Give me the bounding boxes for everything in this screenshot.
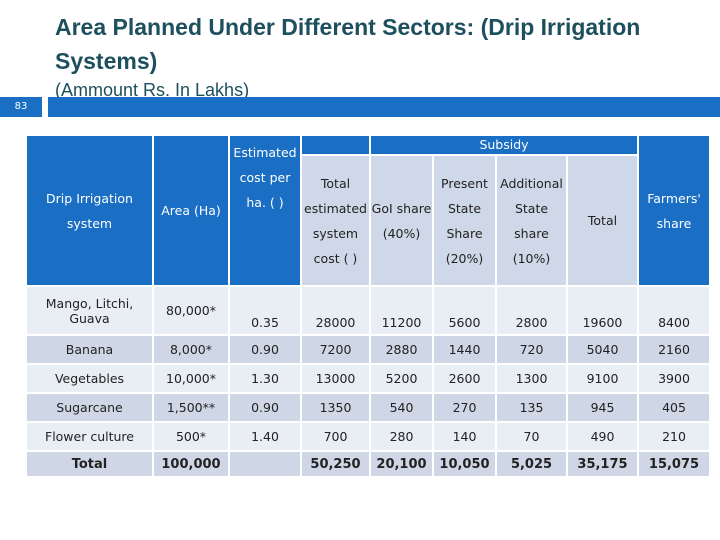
cell-goi-share: 5200 bbox=[369, 363, 434, 394]
cell-additional-state: 1300 bbox=[495, 363, 568, 394]
cell-system: Mango, Litchi, Guava bbox=[25, 285, 154, 336]
cell-present-state: 140 bbox=[432, 421, 497, 452]
cell-total: 19600 bbox=[566, 285, 639, 336]
cell-goi-share: 11200 bbox=[369, 285, 434, 336]
drip-irrigation-table: Drip Irrigation system Area (Ha) Estimat… bbox=[25, 134, 711, 478]
header-additional-state: Additional State share (10%) bbox=[495, 154, 568, 287]
header-present-state: Present State Share (20%) bbox=[432, 154, 497, 287]
cell-additional-state: 70 bbox=[495, 421, 568, 452]
cell-estimated-cost: 0.90 bbox=[228, 334, 302, 365]
total-system: Total bbox=[25, 450, 154, 478]
header-total: Total bbox=[566, 154, 639, 287]
cell-farmers-share: 3900 bbox=[637, 363, 711, 394]
cell-total: 9100 bbox=[566, 363, 639, 394]
cell-estimated-cost: 1.30 bbox=[228, 363, 302, 394]
header-subsidy: Subsidy bbox=[369, 134, 639, 156]
cell-area: 1,500** bbox=[152, 392, 230, 423]
cell-goi-share: 540 bbox=[369, 392, 434, 423]
cell-farmers-share: 210 bbox=[637, 421, 711, 452]
cell-area: 80,000* bbox=[152, 285, 230, 336]
cell-total: 945 bbox=[566, 392, 639, 423]
cell-estimated-cost: 0.90 bbox=[228, 392, 302, 423]
table-row: Banana 8,000* 0.90 7200 2880 1440 720 5040 2160 bbox=[25, 334, 711, 365]
header-system: Drip Irrigation system bbox=[25, 134, 154, 287]
total-present-state: 10,050 bbox=[432, 450, 497, 478]
cell-total: 5040 bbox=[566, 334, 639, 365]
slide-subtitle: (Ammount Rs. In Lakhs) bbox=[55, 80, 250, 100]
cell-area: 8,000* bbox=[152, 334, 230, 365]
total-goi-share: 20,100 bbox=[369, 450, 434, 478]
header-area: Area (Ha) bbox=[152, 134, 230, 287]
total-total-estimated: 50,250 bbox=[300, 450, 371, 478]
cell-additional-state: 135 bbox=[495, 392, 568, 423]
table-row: Flower culture 500* 1.40 700 280 140 70 490 210 bbox=[25, 421, 711, 452]
table-row: Sugarcane 1,500** 0.90 1350 540 270 135 945 405 bbox=[25, 392, 711, 423]
cell-area: 10,000* bbox=[152, 363, 230, 394]
cell-system: Sugarcane bbox=[25, 392, 154, 423]
cell-total-estimated: 7200 bbox=[300, 334, 371, 365]
cell-present-state: 270 bbox=[432, 392, 497, 423]
cell-estimated-cost: 0.35 bbox=[228, 285, 302, 336]
cell-present-state: 5600 bbox=[432, 285, 497, 336]
cell-total: 490 bbox=[566, 421, 639, 452]
cell-total-estimated: 1350 bbox=[300, 392, 371, 423]
cell-area: 500* bbox=[152, 421, 230, 452]
slide-title: Area Planned Under Different Sectors: (D… bbox=[55, 14, 641, 74]
cell-present-state: 2600 bbox=[432, 363, 497, 394]
cell-farmers-share: 8400 bbox=[637, 285, 711, 336]
slide-number: 83 bbox=[0, 97, 42, 117]
cell-present-state: 1440 bbox=[432, 334, 497, 365]
header-bar bbox=[48, 97, 720, 117]
cell-system: Vegetables bbox=[25, 363, 154, 394]
cell-estimated-cost: 1.40 bbox=[228, 421, 302, 452]
total-total: 35,175 bbox=[566, 450, 639, 478]
header-farmers-share: Farmers' share bbox=[637, 134, 711, 287]
total-area: 100,000 bbox=[152, 450, 230, 478]
header-goi-share: GoI share (40%) bbox=[369, 154, 434, 287]
total-estimated-cost bbox=[228, 450, 302, 478]
cell-total-estimated: 700 bbox=[300, 421, 371, 452]
total-row: Total 100,000 50,250 20,100 10,050 5,025 35,17… bbox=[25, 450, 711, 478]
total-farmers-share: 15,075 bbox=[637, 450, 711, 478]
header-total-estimated: Total estimated system cost ( ) bbox=[300, 154, 371, 287]
table-row: Vegetables 10,000* 1.30 13000 5200 2600 1300 91… bbox=[25, 363, 711, 394]
cell-farmers-share: 405 bbox=[637, 392, 711, 423]
cell-goi-share: 280 bbox=[369, 421, 434, 452]
cell-goi-share: 2880 bbox=[369, 334, 434, 365]
cell-system: Banana bbox=[25, 334, 154, 365]
cell-farmers-share: 2160 bbox=[637, 334, 711, 365]
table-row: Mango, Litchi, Guava 80,000* 0.35 28000 1120… bbox=[25, 285, 711, 336]
header-blank bbox=[300, 134, 371, 156]
cell-total-estimated: 28000 bbox=[300, 285, 371, 336]
total-additional-state: 5,025 bbox=[495, 450, 568, 478]
header-estimated-cost: Estimated cost per ha. ( ) bbox=[228, 134, 302, 287]
cell-additional-state: 2800 bbox=[495, 285, 568, 336]
cell-additional-state: 720 bbox=[495, 334, 568, 365]
cell-system: Flower culture bbox=[25, 421, 154, 452]
cell-total-estimated: 13000 bbox=[300, 363, 371, 394]
